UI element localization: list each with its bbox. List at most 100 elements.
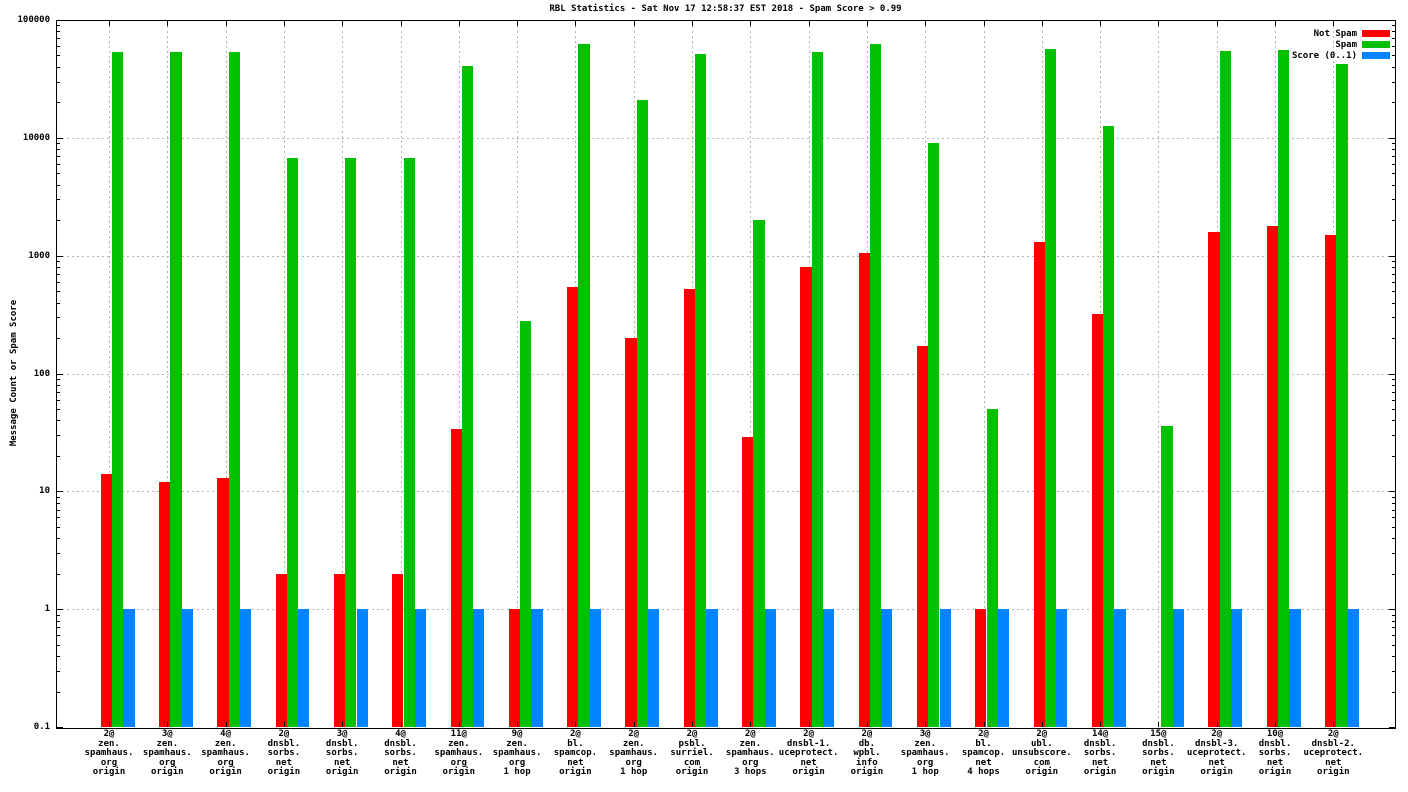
y-minor-tick: [57, 281, 60, 283]
x-tick-bottom: [575, 722, 577, 727]
y-minor-tick: [57, 102, 60, 104]
y-minor-tick: [1392, 435, 1395, 437]
x-tick-top: [109, 21, 110, 26]
x-tick-top: [1158, 21, 1160, 26]
y-minor-tick: [57, 378, 60, 380]
x-tick-bottom: [1100, 722, 1102, 727]
y-minor-tick: [57, 156, 60, 158]
x-tick-top: [925, 21, 927, 26]
x-tick-bottom: [1216, 722, 1218, 727]
x-tick-top: [692, 21, 693, 26]
x-tick-label: 2@ dnsbl-1. uceprotect. net origin: [778, 729, 839, 778]
x-tick-bottom: [225, 722, 227, 727]
y-major-tick: [1389, 727, 1395, 728]
y-minor-tick: [57, 273, 60, 275]
bar-not-spam: [508, 609, 521, 727]
bar-not-spam: [1091, 313, 1104, 727]
y-minor-tick: [1392, 302, 1395, 304]
y-minor-tick: [57, 644, 60, 646]
y-minor-tick: [1392, 384, 1395, 386]
y-minor-tick: [1392, 102, 1395, 104]
x-tick-label: 3@ zen. spamhaus. org 1 hop: [900, 729, 950, 778]
y-tick-label: 100: [33, 368, 50, 379]
bar-spam: [403, 157, 415, 727]
y-minor-tick: [57, 656, 60, 658]
y-minor-tick: [57, 538, 60, 540]
x-tick-bottom: [692, 722, 693, 727]
y-tick-label: 1: [44, 604, 50, 615]
y-minor-tick: [57, 66, 60, 68]
bar-spam: [811, 51, 823, 727]
y-minor-tick: [1392, 317, 1395, 319]
y-minor-tick: [57, 173, 60, 175]
x-tick-label: 10@ dnsbl. sorbs. net origin: [1258, 729, 1292, 778]
y-minor-tick: [1392, 526, 1395, 528]
y-minor-tick: [57, 149, 60, 151]
bar-spam: [1044, 48, 1057, 727]
y-minor-tick: [1392, 614, 1395, 616]
bar-not-spam: [858, 253, 870, 727]
y-minor-tick: [1392, 163, 1395, 165]
v-gridline: [225, 21, 227, 727]
bar-not-spam: [916, 346, 929, 727]
y-minor-tick: [1392, 691, 1395, 693]
bar-not-spam: [567, 287, 579, 727]
y-minor-tick: [57, 38, 60, 40]
y-tick-label: 0.1: [33, 722, 50, 732]
x-tick-label: 3@ dnsbl. sorbs. net origin: [325, 729, 359, 778]
x-tick-label: 15@ dnsbl. sorbs. net origin: [1142, 729, 1175, 778]
v-gridline: [167, 21, 169, 727]
h-gridline: [57, 255, 1395, 257]
bar-not-spam: [275, 573, 287, 727]
y-minor-tick: [57, 627, 60, 629]
bar-score: [1056, 609, 1068, 727]
y-minor-tick: [1392, 627, 1395, 629]
bar-not-spam: [450, 428, 462, 727]
y-minor-tick: [1392, 408, 1395, 410]
y-major-tick: [57, 137, 63, 139]
y-major-tick: [1389, 137, 1395, 139]
bar-not-spam: [392, 573, 404, 727]
x-tick-top: [866, 21, 868, 26]
x-tick-label: 14@ dnsbl. sorbs. net origin: [1083, 729, 1117, 778]
y-minor-tick: [57, 199, 60, 201]
bar-score: [706, 609, 718, 727]
y-minor-tick: [1392, 378, 1395, 380]
v-gridline: [517, 21, 519, 727]
bar-spam: [1103, 126, 1115, 727]
y-minor-tick: [57, 455, 60, 457]
bar-score: [1172, 609, 1184, 727]
x-tick-bottom: [866, 722, 868, 727]
y-minor-tick: [1392, 420, 1395, 422]
x-tick-top: [1216, 21, 1218, 26]
y-minor-tick: [1392, 644, 1395, 646]
y-tick-label: 10000: [22, 132, 50, 143]
h-gridline: [57, 491, 1395, 493]
y-minor-tick: [57, 435, 60, 437]
y-minor-tick: [57, 384, 60, 386]
bar-spam: [578, 43, 590, 727]
y-minor-tick: [57, 220, 60, 222]
x-tick-top: [1041, 21, 1043, 26]
bar-not-spam: [683, 289, 695, 727]
x-tick-label: 4@ dnsbl. sorbs. net origin: [384, 729, 417, 778]
y-minor-tick: [1392, 273, 1395, 275]
v-gridline: [983, 21, 985, 727]
y-minor-tick: [1392, 25, 1395, 27]
bar-spam: [1278, 49, 1290, 727]
y-minor-tick: [57, 261, 60, 263]
bar-score: [939, 609, 951, 727]
h-gridline: [57, 373, 1395, 375]
y-minor-tick: [1392, 670, 1395, 672]
bar-score: [239, 609, 252, 727]
y-minor-tick: [1392, 635, 1395, 637]
bar-spam: [928, 143, 940, 727]
x-tick-bottom: [1333, 722, 1335, 727]
y-tick-label: 10: [39, 486, 50, 497]
y-minor-tick: [1392, 261, 1395, 263]
bar-not-spam: [1033, 242, 1045, 727]
y-minor-tick: [1392, 517, 1395, 519]
x-tick-bottom: [1275, 722, 1276, 727]
v-gridline: [458, 21, 460, 727]
